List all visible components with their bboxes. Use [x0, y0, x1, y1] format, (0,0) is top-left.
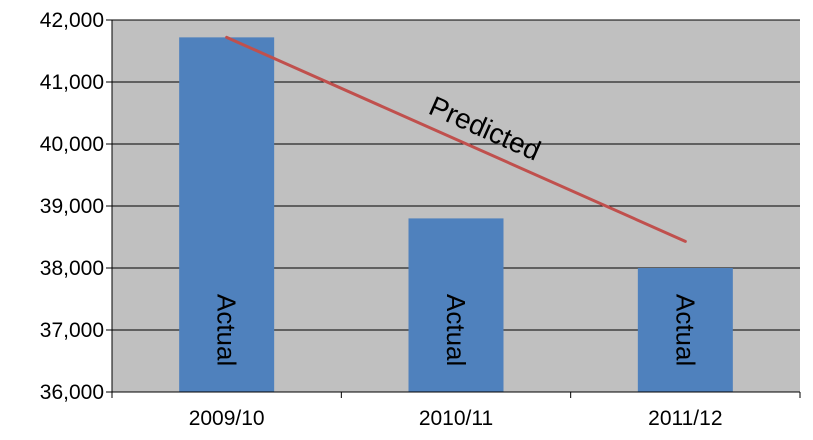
x-tick-label: 2010/11	[419, 407, 493, 430]
y-tick-label: 37,000	[40, 319, 104, 342]
bar-label: Actual	[670, 294, 700, 366]
bar	[179, 37, 275, 393]
bars: Actual Actual Actual	[179, 37, 733, 393]
x-tick-label: 2011/12	[648, 407, 722, 430]
y-tick-label: 38,000	[40, 257, 104, 280]
y-tick-label: 41,000	[40, 71, 104, 94]
bar	[637, 268, 733, 392]
bar-label: Actual	[441, 294, 471, 366]
y-tick-label: 36,000	[40, 381, 104, 404]
y-tick-label: 42,000	[40, 9, 104, 32]
tick-labels: 36,000 37,000 38,000 39,000 40,000 41,000 42,0…	[40, 9, 723, 430]
axes	[111, 20, 801, 398]
y-tick-label: 40,000	[40, 133, 104, 156]
y-tick-label: 39,000	[40, 195, 104, 218]
x-tick-label: 2009/10	[189, 407, 265, 430]
bar-label: Actual	[212, 294, 242, 366]
predicted-line	[225, 35, 687, 243]
bar	[408, 218, 504, 392]
